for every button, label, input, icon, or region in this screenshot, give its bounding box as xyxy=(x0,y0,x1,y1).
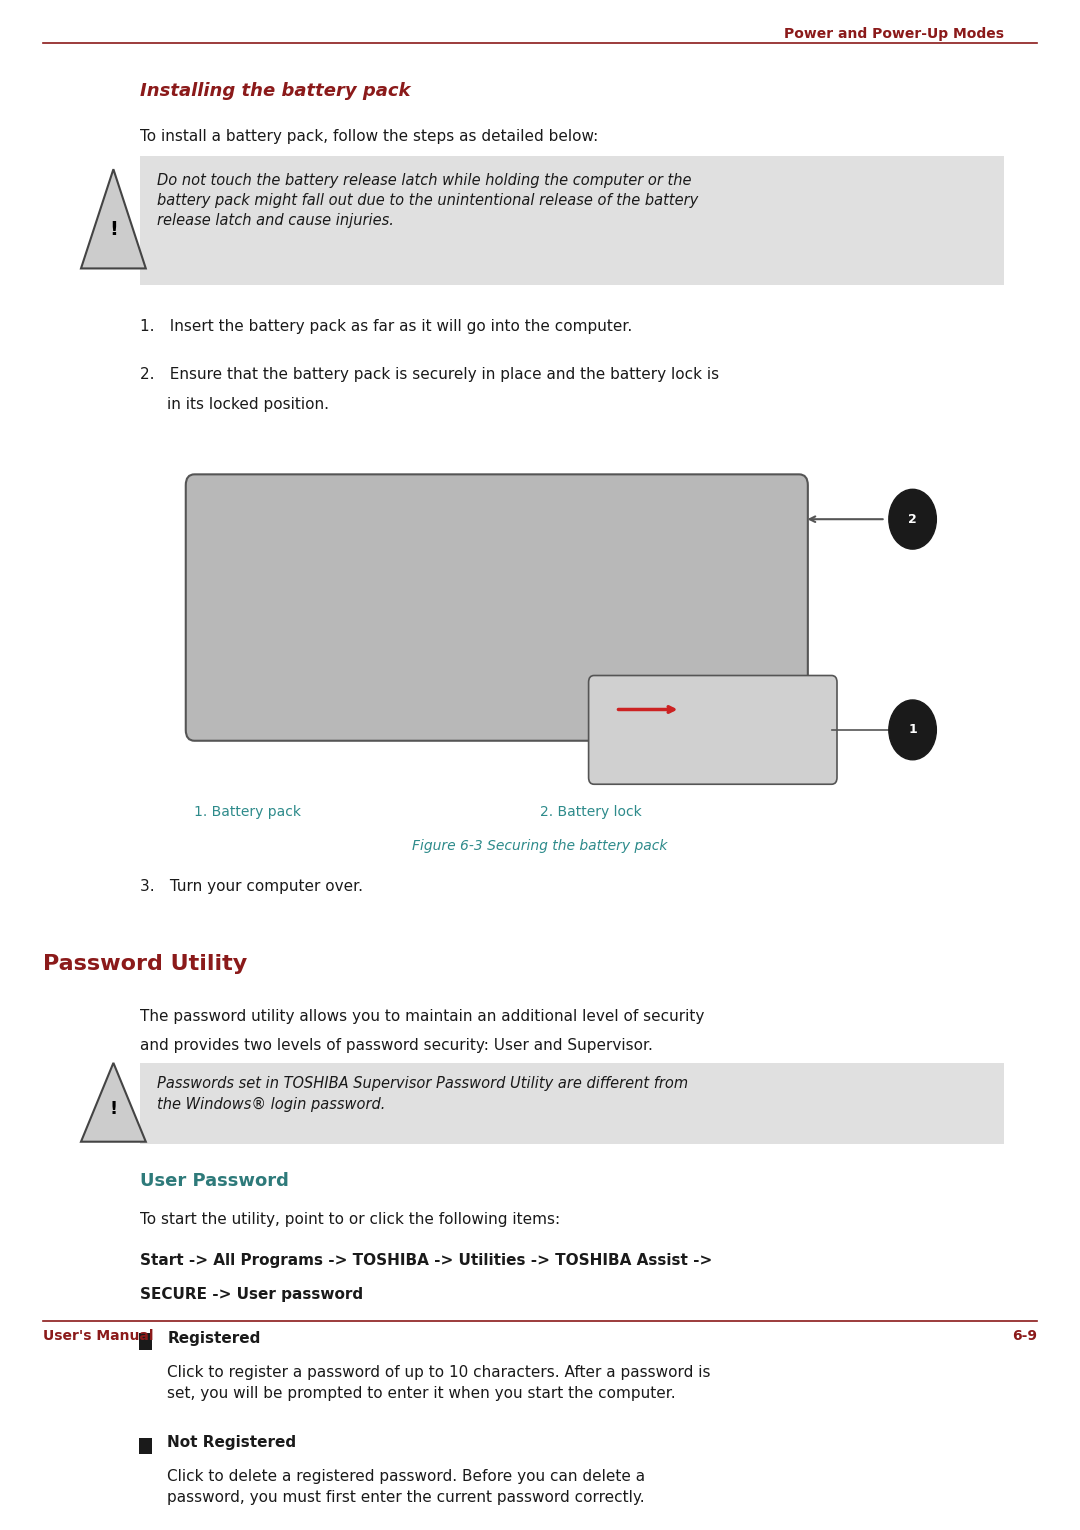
Polygon shape xyxy=(81,1063,146,1141)
Text: Figure 6-3 Securing the battery pack: Figure 6-3 Securing the battery pack xyxy=(413,838,667,852)
Text: 3. Turn your computer over.: 3. Turn your computer over. xyxy=(140,880,363,895)
Text: Not Registered: Not Registered xyxy=(167,1435,297,1450)
FancyBboxPatch shape xyxy=(140,1063,1004,1144)
Text: 1. Battery pack: 1. Battery pack xyxy=(194,805,301,819)
Text: 2: 2 xyxy=(908,513,917,526)
Text: 1: 1 xyxy=(908,724,917,736)
Text: The password utility allows you to maintain an additional level of security: The password utility allows you to maint… xyxy=(140,1008,705,1024)
Text: SECURE -> User password: SECURE -> User password xyxy=(140,1287,364,1302)
FancyBboxPatch shape xyxy=(139,1333,152,1349)
Text: 6-9: 6-9 xyxy=(1012,1330,1037,1343)
Text: Click to register a password of up to 10 characters. After a password is
set, yo: Click to register a password of up to 10… xyxy=(167,1365,711,1400)
Text: Do not touch the battery release latch while holding the computer or the
battery: Do not touch the battery release latch w… xyxy=(157,173,698,228)
Circle shape xyxy=(889,490,936,549)
Text: Passwords set in TOSHIBA Supervisor Password Utility are different from
the Wind: Passwords set in TOSHIBA Supervisor Pass… xyxy=(157,1077,688,1112)
Text: 1. Insert the battery pack as far as it will go into the computer.: 1. Insert the battery pack as far as it … xyxy=(140,320,633,335)
Text: and provides two levels of password security: User and Supervisor.: and provides two levels of password secu… xyxy=(140,1039,653,1054)
Text: !: ! xyxy=(109,219,118,239)
Text: 2. Ensure that the battery pack is securely in place and the battery lock is: 2. Ensure that the battery pack is secur… xyxy=(140,367,719,382)
FancyBboxPatch shape xyxy=(139,1438,152,1455)
Text: User Password: User Password xyxy=(140,1172,289,1190)
Text: in its locked position.: in its locked position. xyxy=(167,396,329,412)
Text: Start -> All Programs -> TOSHIBA -> Utilities -> TOSHIBA Assist ->: Start -> All Programs -> TOSHIBA -> Util… xyxy=(140,1253,713,1268)
Text: 2. Battery lock: 2. Battery lock xyxy=(540,805,642,819)
Text: !: ! xyxy=(109,1100,118,1118)
Text: To install a battery pack, follow the steps as detailed below:: To install a battery pack, follow the st… xyxy=(140,129,598,144)
Polygon shape xyxy=(81,170,146,268)
Text: Password Utility: Password Utility xyxy=(43,955,247,975)
Text: To start the utility, point to or click the following items:: To start the utility, point to or click … xyxy=(140,1212,561,1227)
FancyBboxPatch shape xyxy=(186,474,808,741)
Text: Power and Power-Up Modes: Power and Power-Up Modes xyxy=(784,28,1004,41)
Text: Installing the battery pack: Installing the battery pack xyxy=(140,81,410,99)
Text: Registered: Registered xyxy=(167,1331,260,1345)
Text: User's Manual: User's Manual xyxy=(43,1330,153,1343)
Text: Click to delete a registered password. Before you can delete a
password, you mus: Click to delete a registered password. B… xyxy=(167,1469,646,1506)
FancyBboxPatch shape xyxy=(589,676,837,785)
Circle shape xyxy=(889,701,936,760)
FancyBboxPatch shape xyxy=(140,156,1004,286)
